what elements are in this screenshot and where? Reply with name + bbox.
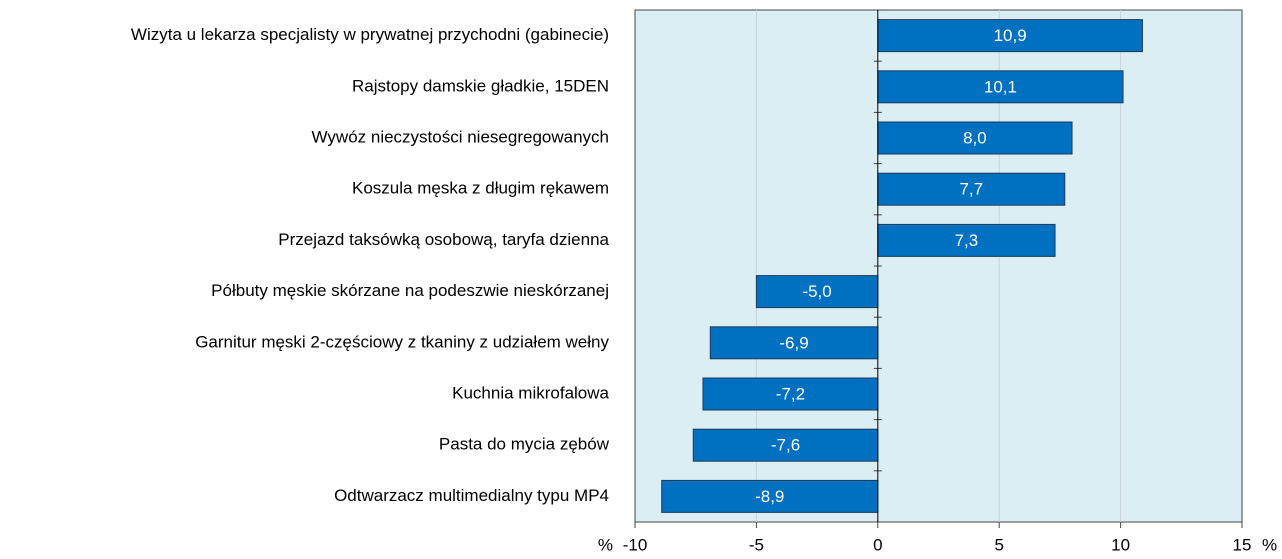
y-tick-label: Wizyta u lekarza specjalisty w prywatnej… bbox=[131, 25, 609, 44]
y-tick-label: Rajstopy damskie gładkie, 15DEN bbox=[352, 76, 609, 95]
value-label: 10,1 bbox=[984, 77, 1017, 96]
bar bbox=[661, 479, 879, 513]
y-tick-label: Kuchnia mikrofalowa bbox=[452, 383, 609, 402]
y-tick-label: Wywóz nieczystości niesegregowanych bbox=[312, 127, 609, 146]
value-label: 8,0 bbox=[963, 128, 987, 147]
value-label: -7,2 bbox=[776, 384, 805, 403]
x-tick-label: 0 bbox=[873, 535, 882, 554]
y-tick-label: Pasta do mycia zębów bbox=[439, 435, 610, 454]
x-tick-label: -5 bbox=[749, 535, 764, 554]
x-tick-label: -10 bbox=[623, 535, 648, 554]
y-tick-label: Półbuty męskie skórzane na podeszwie nie… bbox=[211, 281, 609, 300]
y-tick-label: Odtwarzacz multimedialny typu MP4 bbox=[334, 486, 609, 505]
y-tick-label: Garnitur męski 2-częściowy z tkaniny z u… bbox=[195, 332, 609, 351]
value-label: 7,7 bbox=[959, 180, 983, 199]
bar bbox=[709, 326, 879, 360]
value-label: 7,3 bbox=[955, 231, 979, 250]
bar bbox=[692, 428, 879, 462]
value-label: -8,9 bbox=[755, 487, 784, 506]
bar bbox=[755, 275, 879, 309]
value-label: 10,9 bbox=[994, 26, 1027, 45]
bar bbox=[702, 377, 879, 411]
x-tick-label: 15 bbox=[1233, 535, 1252, 554]
value-label: -7,6 bbox=[771, 436, 800, 455]
bar bbox=[877, 121, 1073, 155]
value-label: -5,0 bbox=[802, 282, 831, 301]
y-tick-label: Koszula męska z długim rękawem bbox=[352, 179, 609, 198]
x-unit-label: % bbox=[598, 535, 613, 554]
value-label: -6,9 bbox=[779, 333, 808, 352]
x-tick-label: 10 bbox=[1111, 535, 1130, 554]
x-unit-label: % bbox=[1262, 535, 1277, 554]
y-tick-label: Przejazd taksówką osobową, taryfa dzienn… bbox=[278, 230, 609, 249]
x-tick-label: 5 bbox=[994, 535, 1003, 554]
